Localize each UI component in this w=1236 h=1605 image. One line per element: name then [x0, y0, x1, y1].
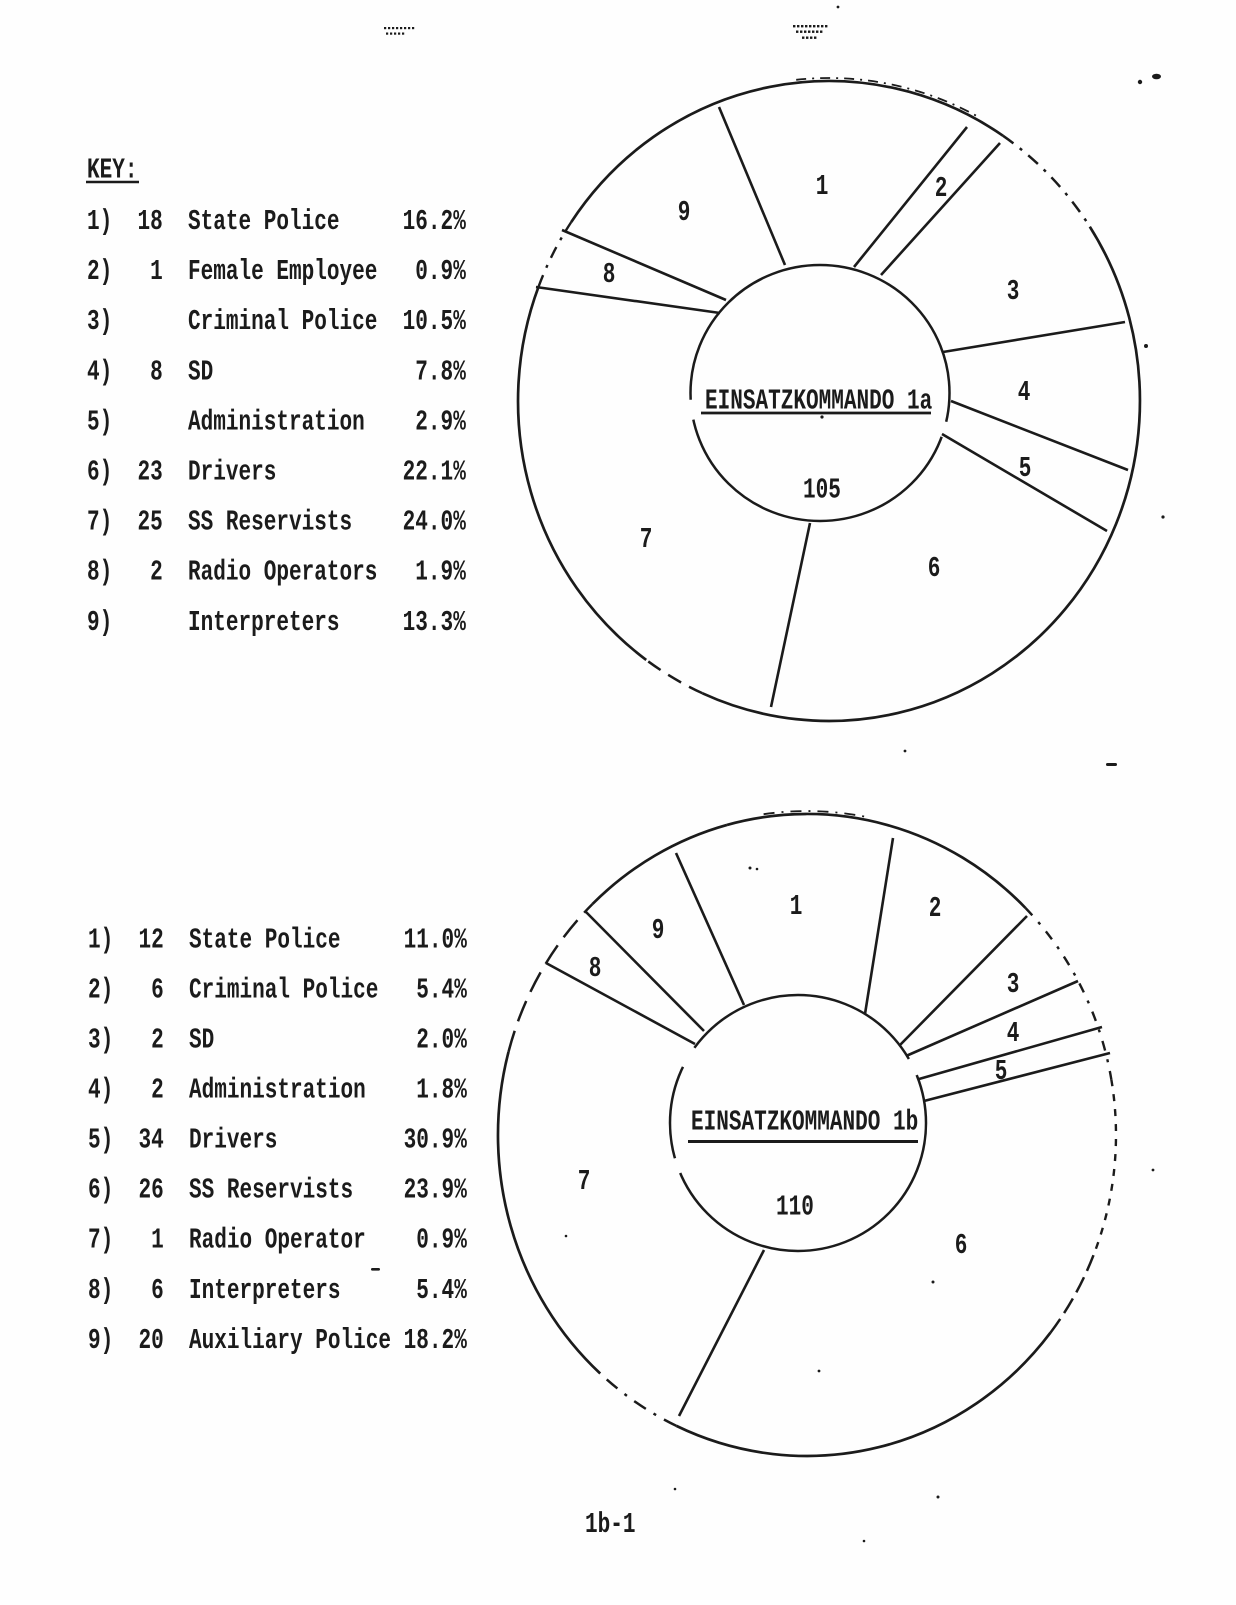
svg-text:8) 6 Interpreters 5.4%: 8) 6 Interpreters 5.4%: [88, 1274, 467, 1307]
svg-text:6: 6: [955, 1229, 968, 1262]
svg-text:1: 1: [790, 890, 803, 923]
svg-text:9) 20 Auxiliary Police 18.2%: 9) 20 Auxiliary Police 18.2%: [88, 1324, 467, 1357]
svg-text:5) Administration 2.9%: 5) Administration 2.9%: [87, 405, 466, 438]
svg-text:1) 12 State Police 11.0%: 1) 12 State Police 11.0%: [88, 923, 467, 956]
svg-text:2: 2: [935, 172, 948, 205]
svg-text:3: 3: [1007, 275, 1020, 308]
svg-text:5: 5: [995, 1055, 1008, 1088]
svg-text:5: 5: [1019, 452, 1032, 485]
svg-text:105: 105: [803, 473, 841, 506]
svg-text:2: 2: [929, 892, 942, 925]
svg-text:3) Criminal Police 10.5%: 3) Criminal Police 10.5%: [87, 305, 466, 338]
svg-text:1: 1: [816, 170, 829, 203]
svg-text:3) 2 SD 2.0%: 3) 2 SD 2.0%: [88, 1023, 467, 1056]
svg-text:1) 18 State Police 16.2%: 1) 18 State Police 16.2%: [87, 205, 466, 238]
svg-text:9: 9: [652, 914, 665, 947]
svg-text:7) 1 Radio Operator 0.9%: 7) 1 Radio Operator 0.9%: [88, 1224, 467, 1257]
svg-text:6: 6: [928, 552, 941, 585]
svg-text:7: 7: [578, 1165, 591, 1198]
svg-text:8) 2 Radio Operators 1.9%: 8) 2 Radio Operators 1.9%: [87, 556, 466, 589]
svg-text:1b-1: 1b-1: [585, 1508, 636, 1541]
svg-text:4) 8 SD 7.8%: 4) 8 SD 7.8%: [87, 355, 466, 388]
svg-text:7) 25 SS Reservists 24.0%: 7) 25 SS Reservists 24.0%: [87, 506, 466, 539]
svg-text:3: 3: [1007, 968, 1020, 1001]
svg-text:4: 4: [1007, 1017, 1020, 1050]
svg-text:7: 7: [640, 523, 653, 556]
svg-text:8: 8: [589, 952, 602, 985]
svg-text:110: 110: [776, 1190, 814, 1223]
svg-text:2) 6 Criminal Police 5.4%: 2) 6 Criminal Police 5.4%: [88, 973, 467, 1006]
svg-text:EINSATZKOMMANDO 1b: EINSATZKOMMANDO 1b: [691, 1105, 918, 1138]
svg-text:2) 1 Female Employee 0.9%: 2) 1 Female Employee 0.9%: [87, 255, 466, 288]
svg-text:9) Interpreters 13.3%: 9) Interpreters 13.3%: [87, 606, 466, 639]
svg-text:9: 9: [678, 196, 691, 229]
svg-text:4: 4: [1018, 376, 1031, 409]
svg-text:8: 8: [603, 258, 616, 291]
svg-text:6) 26 SS Reservists 23.9%: 6) 26 SS Reservists 23.9%: [88, 1174, 467, 1207]
svg-text:6) 23 Drivers 22.1%: 6) 23 Drivers 22.1%: [87, 455, 466, 488]
svg-text:5) 34 Drivers 30.9%: 5) 34 Drivers 30.9%: [88, 1124, 467, 1157]
svg-text:4) 2 Administration 1.8%: 4) 2 Administration 1.8%: [88, 1073, 467, 1106]
